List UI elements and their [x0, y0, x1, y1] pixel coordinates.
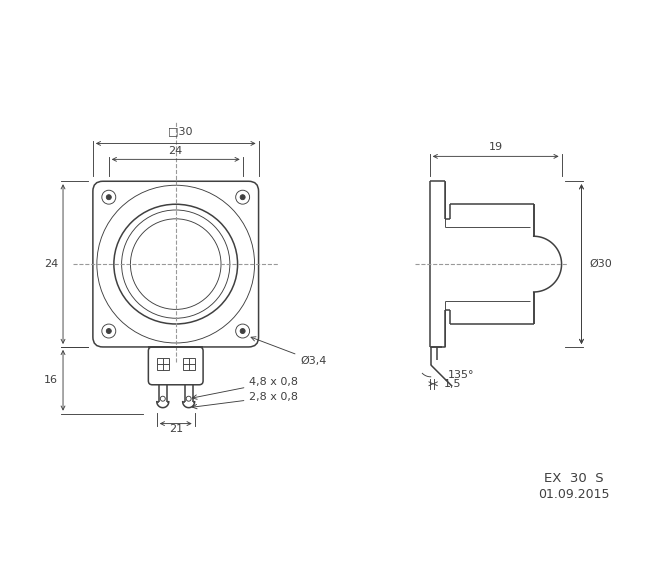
Text: Ø3,4: Ø3,4: [251, 337, 327, 366]
Bar: [183, 358, 194, 370]
Text: □30: □30: [168, 126, 193, 137]
Text: 16: 16: [44, 375, 58, 385]
Text: 1,5: 1,5: [444, 379, 462, 389]
Circle shape: [107, 328, 111, 333]
Text: 01.09.2015: 01.09.2015: [538, 488, 610, 502]
Text: 24: 24: [168, 146, 183, 156]
Circle shape: [240, 195, 245, 200]
Text: EX  30  S: EX 30 S: [544, 472, 604, 484]
Text: 19: 19: [489, 142, 502, 153]
Circle shape: [240, 328, 245, 333]
Text: 2,8 x 0,8: 2,8 x 0,8: [192, 391, 298, 409]
Text: 21: 21: [168, 424, 183, 433]
Bar: [157, 358, 169, 370]
Circle shape: [107, 195, 111, 200]
Text: Ø30: Ø30: [590, 259, 612, 269]
Text: 24: 24: [44, 259, 58, 269]
Text: 4,8 x 0,8: 4,8 x 0,8: [192, 377, 298, 400]
Text: 135°: 135°: [448, 370, 474, 380]
